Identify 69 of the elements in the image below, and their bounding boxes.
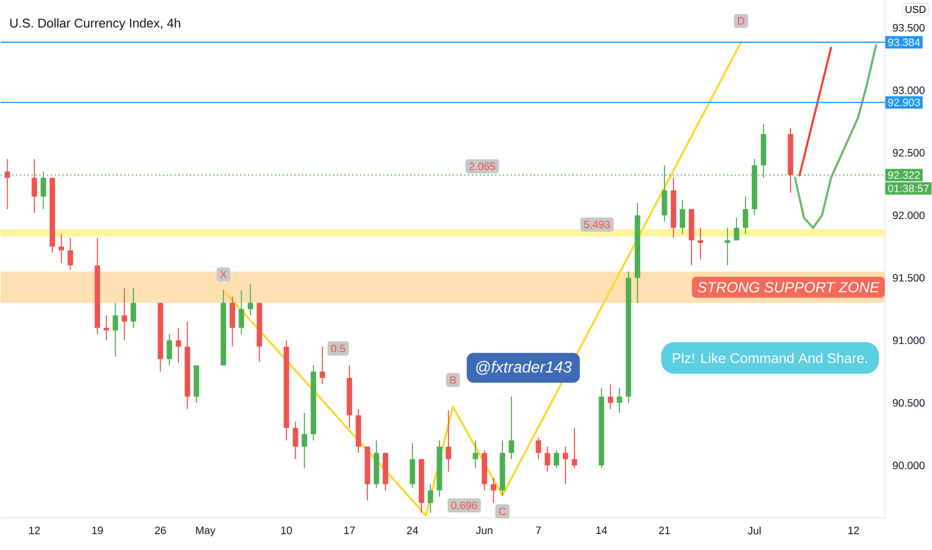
candlestick: [698, 227, 704, 260]
candlestick: [58, 234, 64, 264]
candlestick: [104, 314, 110, 341]
y-tick-label: 91.500: [892, 274, 925, 282]
candlestick: [490, 477, 496, 504]
candlestick: [554, 450, 560, 468]
x-tick-label: 17: [344, 526, 355, 534]
candlestick: [122, 287, 128, 341]
y-tick-label: 93.000: [892, 86, 925, 94]
y-tick-label: 90.000: [892, 462, 925, 470]
text: USD: [906, 6, 926, 13]
candlestick: [248, 284, 254, 316]
annotation: 5.493: [584, 220, 610, 228]
candlestick: [176, 327, 182, 364]
y-tick-label: 92.000: [892, 212, 925, 220]
y-tick-label: 91.000: [892, 336, 925, 344]
x-tick-label: 19: [92, 526, 103, 534]
x-tick-label: 12: [29, 526, 40, 534]
annotation: 2.065: [469, 162, 496, 170]
candlestick: [166, 334, 172, 366]
x-tick-label: 26: [155, 526, 166, 534]
candlestick: [302, 412, 308, 468]
ref-line-label: 92.903: [888, 98, 920, 106]
candlestick: [680, 200, 686, 235]
candlestick: [544, 446, 550, 472]
candlestick: [4, 158, 10, 210]
candlestick: [724, 227, 730, 266]
x-tick-label: Jun: [476, 526, 492, 534]
annotation: C: [499, 508, 506, 516]
annotation: X: [220, 270, 227, 278]
x-tick-label: Jul: [748, 526, 761, 535]
candlestick: [536, 437, 542, 460]
x-tick-label: 24: [407, 526, 418, 534]
candlestick: [742, 196, 748, 235]
annotation: B: [450, 376, 456, 384]
x-tick-label: 12: [848, 526, 859, 534]
candlestick: [130, 287, 136, 328]
candlestick: [428, 484, 434, 514]
annotation: D: [738, 17, 744, 25]
candlestick: [572, 427, 578, 468]
x-tick-label: 7: [536, 526, 541, 534]
x-tick-label: 10: [281, 526, 292, 534]
candlestick: [320, 346, 326, 385]
annotation: Plz! Like Command And Share.: [672, 352, 867, 364]
x-tick-label: May: [196, 526, 216, 536]
candlestick: [472, 440, 478, 468]
ref-line-label: 92.322: [888, 171, 920, 179]
candlestick: [238, 290, 244, 335]
candlestick: [608, 384, 614, 410]
candlestick: [68, 237, 74, 271]
candlestick: [734, 217, 740, 241]
candlestick: [112, 302, 118, 358]
candlestick: [32, 158, 38, 214]
annotation: 0.696: [451, 502, 478, 510]
text: U.S. Dollar Currency Index, 4h: [10, 18, 180, 30]
annotation: @fxtrader143: [476, 360, 572, 375]
candlestick: [446, 410, 452, 472]
text: 01:38:57: [888, 184, 929, 192]
candlestick: [616, 387, 622, 414]
y-tick-label: 93.500: [892, 24, 925, 32]
ref-line-label: 93.384: [888, 38, 920, 46]
candlestick: [508, 396, 514, 460]
y-tick-label: 92.500: [892, 149, 925, 157]
band-label: STRONG SUPPORT ZONE: [698, 282, 880, 292]
x-tick-label: 14: [596, 526, 608, 534]
annotation: 0.5: [331, 344, 346, 352]
y-tick-label: 90.500: [892, 399, 925, 407]
x-tick-label: 21: [659, 526, 670, 534]
candlestick: [292, 421, 298, 460]
